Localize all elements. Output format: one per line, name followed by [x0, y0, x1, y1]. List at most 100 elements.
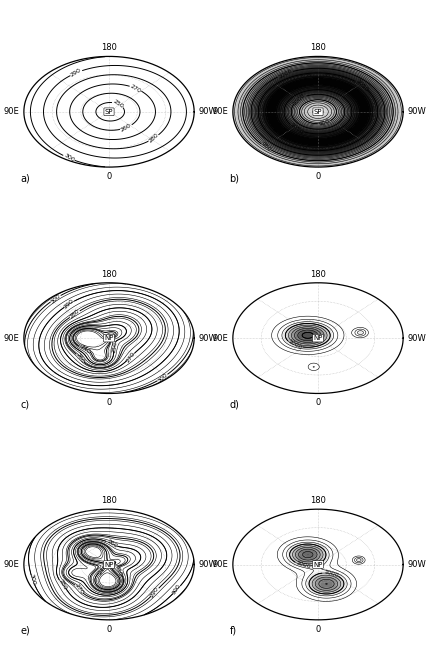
Point — [105, 559, 112, 570]
Point — [314, 106, 321, 117]
Text: 290: 290 — [69, 68, 82, 78]
Text: 180: 180 — [101, 496, 117, 505]
Point — [314, 106, 321, 117]
Point — [105, 559, 112, 570]
Point — [105, 559, 112, 570]
Point — [105, 333, 112, 343]
Text: NP: NP — [104, 335, 113, 341]
Text: 90W: 90W — [198, 560, 217, 569]
Point — [314, 333, 321, 343]
Point — [314, 106, 321, 117]
Point — [105, 333, 112, 343]
Point — [314, 333, 321, 343]
Point — [105, 333, 112, 343]
Point — [105, 333, 112, 343]
Point — [314, 106, 321, 117]
Point — [314, 106, 321, 117]
Point — [105, 559, 112, 570]
Point — [314, 106, 321, 117]
Text: 250: 250 — [112, 99, 124, 110]
Text: 270: 270 — [129, 83, 142, 93]
Point — [314, 333, 321, 343]
Point — [105, 333, 112, 343]
Point — [314, 106, 321, 117]
Text: 0: 0 — [315, 172, 320, 181]
Text: 90W: 90W — [406, 560, 425, 569]
Text: 300: 300 — [49, 293, 61, 304]
Point — [314, 106, 321, 117]
Text: c): c) — [20, 399, 29, 409]
Point — [314, 106, 321, 117]
Point — [314, 559, 321, 570]
Point — [105, 559, 112, 570]
Point — [314, 106, 321, 117]
Point — [314, 106, 321, 117]
Point — [105, 333, 112, 343]
Point — [314, 333, 321, 343]
Point — [314, 559, 321, 570]
Point — [314, 559, 321, 570]
Point — [314, 559, 321, 570]
Text: 1000: 1000 — [294, 560, 310, 570]
Point — [314, 333, 321, 343]
Point — [105, 559, 112, 570]
Text: 240: 240 — [78, 343, 91, 355]
Text: 90W: 90W — [198, 333, 217, 343]
Text: NP: NP — [313, 562, 322, 568]
Point — [314, 106, 321, 117]
Point — [314, 106, 321, 117]
Point — [105, 333, 112, 343]
Point — [314, 333, 321, 343]
Point — [314, 106, 321, 117]
Point — [314, 106, 321, 117]
Point — [314, 106, 321, 117]
Text: f): f) — [229, 626, 236, 636]
Point — [314, 333, 321, 343]
Point — [314, 559, 321, 570]
Point — [314, 106, 321, 117]
Text: 250: 250 — [111, 341, 118, 353]
Point — [105, 559, 112, 570]
Point — [314, 559, 321, 570]
Text: 300: 300 — [156, 372, 168, 384]
Point — [105, 333, 112, 343]
Point — [105, 559, 112, 570]
Point — [314, 106, 321, 117]
Text: 0: 0 — [106, 172, 111, 181]
Point — [314, 106, 321, 117]
Point — [314, 559, 321, 570]
Point — [314, 106, 321, 117]
Text: 260: 260 — [75, 352, 85, 364]
Ellipse shape — [24, 509, 194, 620]
Text: 180: 180 — [309, 269, 325, 278]
Point — [314, 106, 321, 117]
Point — [105, 559, 112, 570]
Point — [105, 333, 112, 343]
Point — [314, 106, 321, 117]
Point — [314, 106, 321, 117]
Point — [105, 333, 112, 343]
Point — [314, 333, 321, 343]
Point — [314, 106, 321, 117]
Text: 300: 300 — [29, 573, 37, 586]
Point — [314, 106, 321, 117]
Point — [314, 333, 321, 343]
Point — [105, 559, 112, 570]
Point — [314, 559, 321, 570]
Point — [314, 333, 321, 343]
Point — [314, 333, 321, 343]
Point — [314, 106, 321, 117]
Point — [314, 106, 321, 117]
Point — [314, 106, 321, 117]
Point — [314, 559, 321, 570]
Point — [314, 559, 321, 570]
Point — [314, 333, 321, 343]
Point — [314, 106, 321, 117]
Text: 90E: 90E — [212, 560, 228, 569]
Point — [314, 106, 321, 117]
Point — [314, 106, 321, 117]
Point — [314, 559, 321, 570]
Text: 280: 280 — [69, 308, 81, 320]
Text: 290: 290 — [149, 586, 160, 599]
Point — [314, 333, 321, 343]
